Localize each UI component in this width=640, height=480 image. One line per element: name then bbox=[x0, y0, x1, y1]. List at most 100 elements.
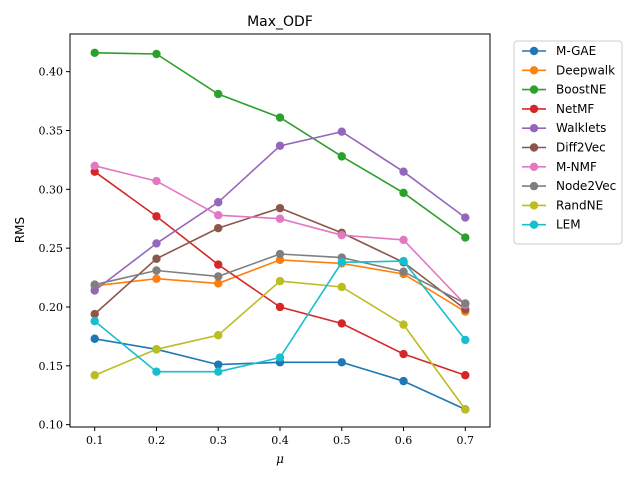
data-point-boostne bbox=[152, 49, 161, 59]
legend-item-m-gae: M-GAE bbox=[522, 44, 596, 58]
data-point-randne bbox=[90, 371, 99, 380]
legend-label: Deepwalk bbox=[556, 63, 615, 77]
x-tick-label: 0.5 bbox=[333, 434, 351, 447]
data-point-m-gae bbox=[337, 358, 346, 367]
data-point-randne bbox=[337, 282, 346, 292]
data-point-randne bbox=[461, 405, 470, 414]
data-point-node2vec bbox=[461, 299, 470, 308]
legend-label: RandNE bbox=[556, 198, 603, 212]
x-tick-label: 0.6 bbox=[395, 434, 413, 447]
y-tick-label: 0.35 bbox=[39, 124, 64, 137]
y-tick-label: 0.40 bbox=[39, 66, 64, 79]
legend-label: M-NMF bbox=[556, 160, 597, 174]
series-lem bbox=[90, 256, 470, 376]
data-point-lem bbox=[214, 367, 223, 376]
series-randne bbox=[90, 276, 470, 414]
data-point-deepwalk bbox=[152, 274, 161, 283]
data-point-randne bbox=[275, 276, 285, 286]
data-point-walklets bbox=[399, 167, 408, 176]
legend-label: Walklets bbox=[556, 121, 606, 135]
data-point-m-nmf bbox=[337, 231, 346, 240]
legend: M-GAE Deepwalk BoostNE NetMF Walklets Diff2Ve… bbox=[513, 40, 623, 245]
data-point-netmf bbox=[461, 371, 470, 380]
data-point-boostne bbox=[337, 152, 346, 161]
data-point-boostne bbox=[275, 113, 285, 122]
y-axis: 0.10 0.15 0.20 0.25 0.30 0.35 0.40 bbox=[39, 66, 70, 432]
data-point-m-nmf bbox=[275, 214, 285, 223]
legend-label: BoostNE bbox=[556, 83, 606, 97]
legend-item-walklets: Walklets bbox=[522, 121, 606, 135]
data-point-lem bbox=[152, 367, 161, 376]
data-point-node2vec bbox=[214, 272, 223, 281]
data-point-m-nmf bbox=[214, 211, 223, 220]
legend-marker bbox=[529, 124, 539, 133]
data-point-node2vec bbox=[399, 267, 408, 276]
y-tick-label: 0.30 bbox=[39, 183, 64, 196]
data-point-m-nmf bbox=[90, 161, 99, 170]
series-m-gae bbox=[90, 334, 470, 414]
y-tick-label: 0.20 bbox=[39, 301, 64, 314]
y-tick-label: 0.15 bbox=[39, 360, 64, 373]
series-line-randne bbox=[94, 280, 466, 410]
series-m-nmf bbox=[90, 161, 470, 309]
series-line-m-gae bbox=[94, 338, 466, 411]
legend-marker bbox=[529, 143, 539, 152]
legend-item-m-nmf: M-NMF bbox=[522, 160, 597, 174]
series-netmf bbox=[90, 167, 470, 380]
data-point-netmf bbox=[90, 167, 99, 176]
legend-marker bbox=[529, 181, 539, 191]
data-point-deepwalk bbox=[214, 279, 223, 288]
data-point-netmf bbox=[337, 319, 346, 328]
data-point-diff2vec bbox=[152, 254, 161, 263]
plot-frame bbox=[69, 33, 491, 428]
data-point-deepwalk bbox=[275, 255, 285, 265]
data-point-walklets bbox=[152, 239, 161, 248]
data-point-netmf bbox=[399, 349, 408, 359]
data-point-m-gae bbox=[399, 376, 408, 386]
data-point-randne bbox=[152, 345, 161, 354]
data-point-diff2vec bbox=[214, 223, 223, 233]
data-point-walklets bbox=[90, 286, 99, 295]
data-point-netmf bbox=[275, 302, 285, 312]
plot-area bbox=[90, 48, 470, 414]
data-point-netmf bbox=[152, 212, 161, 221]
data-point-randne bbox=[399, 320, 408, 329]
data-point-lem bbox=[461, 335, 470, 345]
series-boostne bbox=[90, 48, 470, 242]
data-point-lem bbox=[337, 258, 346, 267]
data-point-m-nmf bbox=[152, 176, 161, 186]
x-tick-label: 0.3 bbox=[209, 434, 227, 447]
data-point-lem bbox=[275, 353, 285, 362]
data-point-lem bbox=[90, 316, 99, 326]
data-point-boostne bbox=[461, 233, 470, 242]
legend-marker bbox=[529, 220, 539, 229]
legend-marker bbox=[529, 162, 539, 171]
data-point-randne bbox=[214, 331, 223, 340]
data-point-node2vec bbox=[90, 280, 99, 289]
data-point-walklets bbox=[337, 127, 346, 136]
data-point-m-nmf bbox=[399, 235, 408, 245]
data-point-m-gae bbox=[214, 360, 223, 369]
legend-item-lem: LEM bbox=[522, 218, 581, 232]
legend-marker bbox=[529, 85, 539, 94]
legend-label: Node2Vec bbox=[556, 179, 616, 193]
data-point-node2vec bbox=[275, 249, 285, 259]
x-axis: 0.1 0.2 0.3 0.4 0.5 0.6 0.7 bbox=[86, 427, 474, 447]
data-point-boostne bbox=[399, 188, 408, 198]
legend-item-deepwalk: Deepwalk bbox=[522, 63, 615, 77]
series-walklets bbox=[90, 127, 470, 295]
data-point-walklets bbox=[214, 198, 223, 207]
series-line-netmf bbox=[94, 171, 466, 376]
x-tick-label: 0.1 bbox=[86, 434, 104, 447]
x-tick-label: 0.7 bbox=[457, 434, 475, 447]
data-point-lem bbox=[399, 256, 408, 266]
data-point-boostne bbox=[214, 89, 223, 99]
x-axis-label: μ bbox=[276, 452, 284, 466]
legend-marker bbox=[529, 46, 539, 56]
series-node2vec bbox=[90, 249, 470, 308]
chart-title: Max_ODF bbox=[247, 14, 313, 30]
data-point-walklets bbox=[275, 141, 285, 150]
legend-box bbox=[513, 40, 623, 245]
legend-item-boostne: BoostNE bbox=[522, 83, 606, 97]
